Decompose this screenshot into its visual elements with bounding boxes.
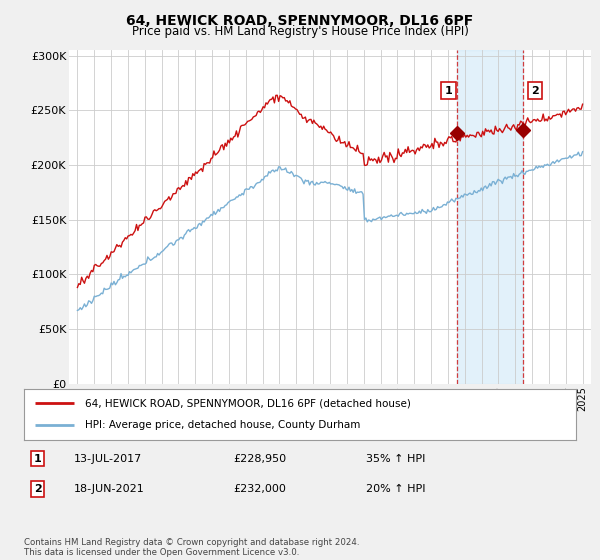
Text: £232,000: £232,000 <box>234 484 287 494</box>
Text: 13-JUL-2017: 13-JUL-2017 <box>74 454 142 464</box>
Text: £228,950: £228,950 <box>234 454 287 464</box>
Text: 1: 1 <box>445 86 452 96</box>
Text: HPI: Average price, detached house, County Durham: HPI: Average price, detached house, Coun… <box>85 421 360 431</box>
Bar <box>457 50 523 384</box>
Text: 1: 1 <box>34 454 41 464</box>
Text: 18-JUN-2021: 18-JUN-2021 <box>74 484 145 494</box>
Text: 64, HEWICK ROAD, SPENNYMOOR, DL16 6PF (detached house): 64, HEWICK ROAD, SPENNYMOOR, DL16 6PF (d… <box>85 398 410 408</box>
Text: 2: 2 <box>531 86 539 96</box>
Text: 35% ↑ HPI: 35% ↑ HPI <box>366 454 425 464</box>
Text: 20% ↑ HPI: 20% ↑ HPI <box>366 484 426 494</box>
Text: 64, HEWICK ROAD, SPENNYMOOR, DL16 6PF: 64, HEWICK ROAD, SPENNYMOOR, DL16 6PF <box>127 14 473 28</box>
Text: 2: 2 <box>34 484 41 494</box>
Text: Contains HM Land Registry data © Crown copyright and database right 2024.
This d: Contains HM Land Registry data © Crown c… <box>24 538 359 557</box>
Text: Price paid vs. HM Land Registry's House Price Index (HPI): Price paid vs. HM Land Registry's House … <box>131 25 469 38</box>
